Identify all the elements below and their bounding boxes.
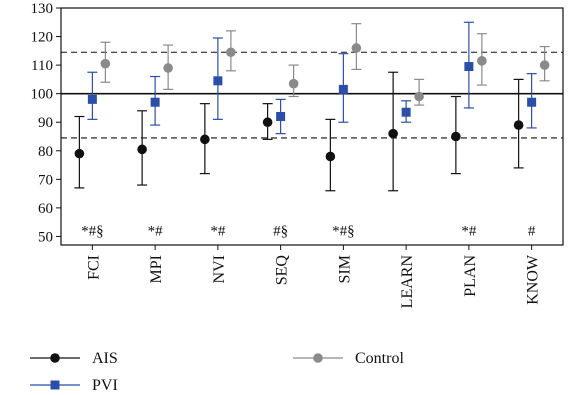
plot-frame (60, 7, 564, 246)
data-point-circle (388, 128, 398, 139)
data-point-circle (226, 47, 236, 58)
y-tick-label: 120 (31, 30, 54, 46)
legend-label: Control (355, 350, 404, 367)
significance-annotation: #§ (273, 224, 288, 240)
series-pvi (87, 21, 537, 135)
plot-area: 50 60 70 80 90 100 110 120 130 FCI MPI NVI SEQ SIM LEA… (31, 1, 564, 308)
data-point-square (87, 94, 97, 104)
y-tick-label: 130 (31, 1, 54, 17)
legend-marker-circle (313, 353, 323, 363)
data-point-circle (100, 58, 111, 69)
data-point-square (527, 97, 537, 107)
data-point-circle (477, 56, 487, 66)
data-point-square (464, 62, 474, 72)
data-point-circle (351, 43, 362, 53)
y-tick-label: 100 (31, 87, 54, 103)
x-category-label: SEQ (274, 255, 291, 286)
data-point-circle (200, 134, 210, 145)
data-point-square (213, 76, 223, 86)
y-tick-label: 110 (31, 58, 53, 74)
data-point-circle (451, 131, 461, 142)
y-tick-label: 70 (38, 172, 53, 188)
significance-annotation: # (528, 224, 536, 240)
legend-item-control: Control (293, 350, 404, 367)
significance-annotation: *# (461, 224, 477, 240)
y-tick-label: 60 (38, 201, 53, 217)
data-point-circle (288, 78, 299, 89)
legend-marker-circle (50, 353, 60, 363)
significance-annotation: *#§ (332, 224, 355, 240)
legend-label: AIS (92, 350, 118, 367)
data-point-circle (414, 91, 424, 102)
significance-annotation: *# (210, 224, 226, 240)
data-point-circle (163, 63, 173, 73)
data-point-square (276, 112, 286, 122)
y-tick-label: 50 (38, 229, 53, 245)
data-point-circle (539, 60, 550, 70)
data-point-circle (513, 120, 524, 130)
x-category-label: MPI (148, 255, 165, 283)
y-tick-label: 80 (38, 144, 53, 160)
legend-label: PVI (92, 377, 118, 394)
data-point-circle (325, 151, 336, 162)
data-point-square (338, 84, 348, 94)
x-category-label: NVI (211, 255, 228, 283)
data-point-circle (74, 148, 85, 159)
x-category-label: FCI (85, 255, 102, 280)
legend-item-ais: AIS (30, 350, 118, 367)
significance-annotation: *#§ (81, 224, 104, 240)
significance-annotation: *# (148, 224, 164, 240)
x-category-label: SIM (336, 255, 353, 283)
series-ais (74, 71, 524, 192)
x-category-label: PLAN (462, 255, 479, 297)
legend-item-pvi: PVI (30, 377, 118, 394)
x-category-label: KNOW (525, 254, 542, 305)
data-point-circle (137, 144, 147, 155)
series-control (100, 23, 550, 106)
y-tick-label: 90 (38, 115, 53, 131)
legend-marker-square (50, 380, 60, 390)
legend: AIS PVI Control (30, 350, 404, 394)
data-point-square (150, 97, 160, 107)
data-point-circle (262, 117, 273, 128)
x-category-label: LEARN (399, 255, 416, 309)
data-point-square (401, 107, 411, 117)
